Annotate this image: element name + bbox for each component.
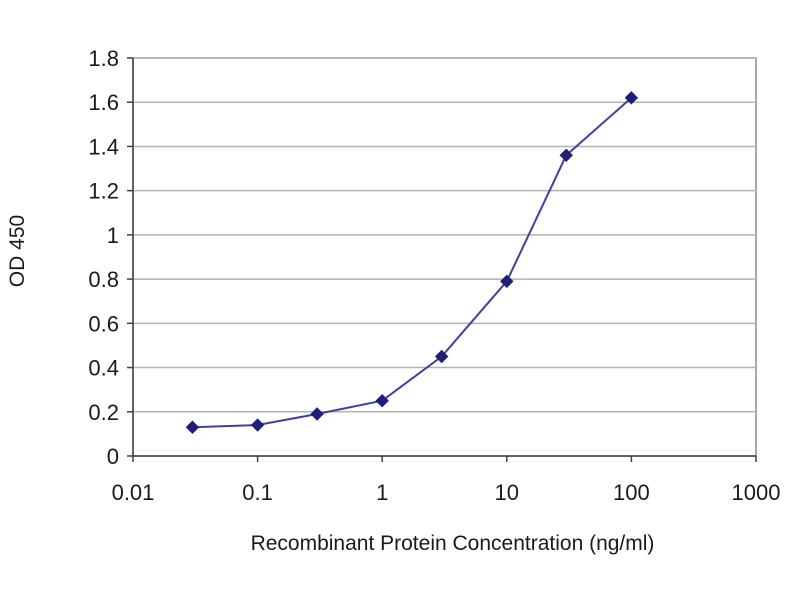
data-point-marker xyxy=(500,274,514,289)
data-point-marker xyxy=(559,148,573,162)
y-tick-label: 1.4 xyxy=(88,134,119,159)
x-tick-labels: 0.01 0.1 1 10 100 1000 xyxy=(112,480,781,505)
axes xyxy=(127,57,757,462)
data-point-marker xyxy=(624,91,639,105)
data-point-marker xyxy=(185,420,200,434)
y-tick-label: 1.8 xyxy=(88,46,119,71)
y-tick-labels: 0 0.2 0.4 0.6 0.8 1 1.2 1.4 1.6 1.8 xyxy=(88,46,119,469)
gridlines xyxy=(133,57,756,413)
x-tick-label: 0.1 xyxy=(242,480,273,505)
y-tick-label: 0.6 xyxy=(88,311,119,336)
y-tick-label: 1.2 xyxy=(88,179,119,204)
series-line-0 xyxy=(192,97,633,429)
data-point-marker xyxy=(434,349,449,364)
y-tick-label: 0.4 xyxy=(88,356,119,381)
y-axis-title: OD 450 xyxy=(6,215,29,287)
data-point-marker xyxy=(375,394,389,408)
y-tick-label: 1.6 xyxy=(88,90,119,115)
x-tick-label: 0.01 xyxy=(112,480,155,505)
plot-area xyxy=(132,57,757,457)
y-tick-label: 0.8 xyxy=(88,267,119,292)
data-point-marker xyxy=(310,407,324,421)
data-point-marker xyxy=(250,418,265,432)
y-tick-label: 0 xyxy=(107,444,119,469)
x-axis-title: Recombinant Protein Concentration (ng/ml… xyxy=(251,532,655,555)
x-tick-label: 10 xyxy=(495,480,519,505)
data-series xyxy=(185,91,639,434)
y-tick-label: 0.2 xyxy=(88,400,119,425)
x-tick-label: 1000 xyxy=(732,480,781,505)
x-tick-label: 100 xyxy=(613,480,650,505)
y-tick-label: 1 xyxy=(107,223,119,248)
x-tick-label: 1 xyxy=(376,480,388,505)
